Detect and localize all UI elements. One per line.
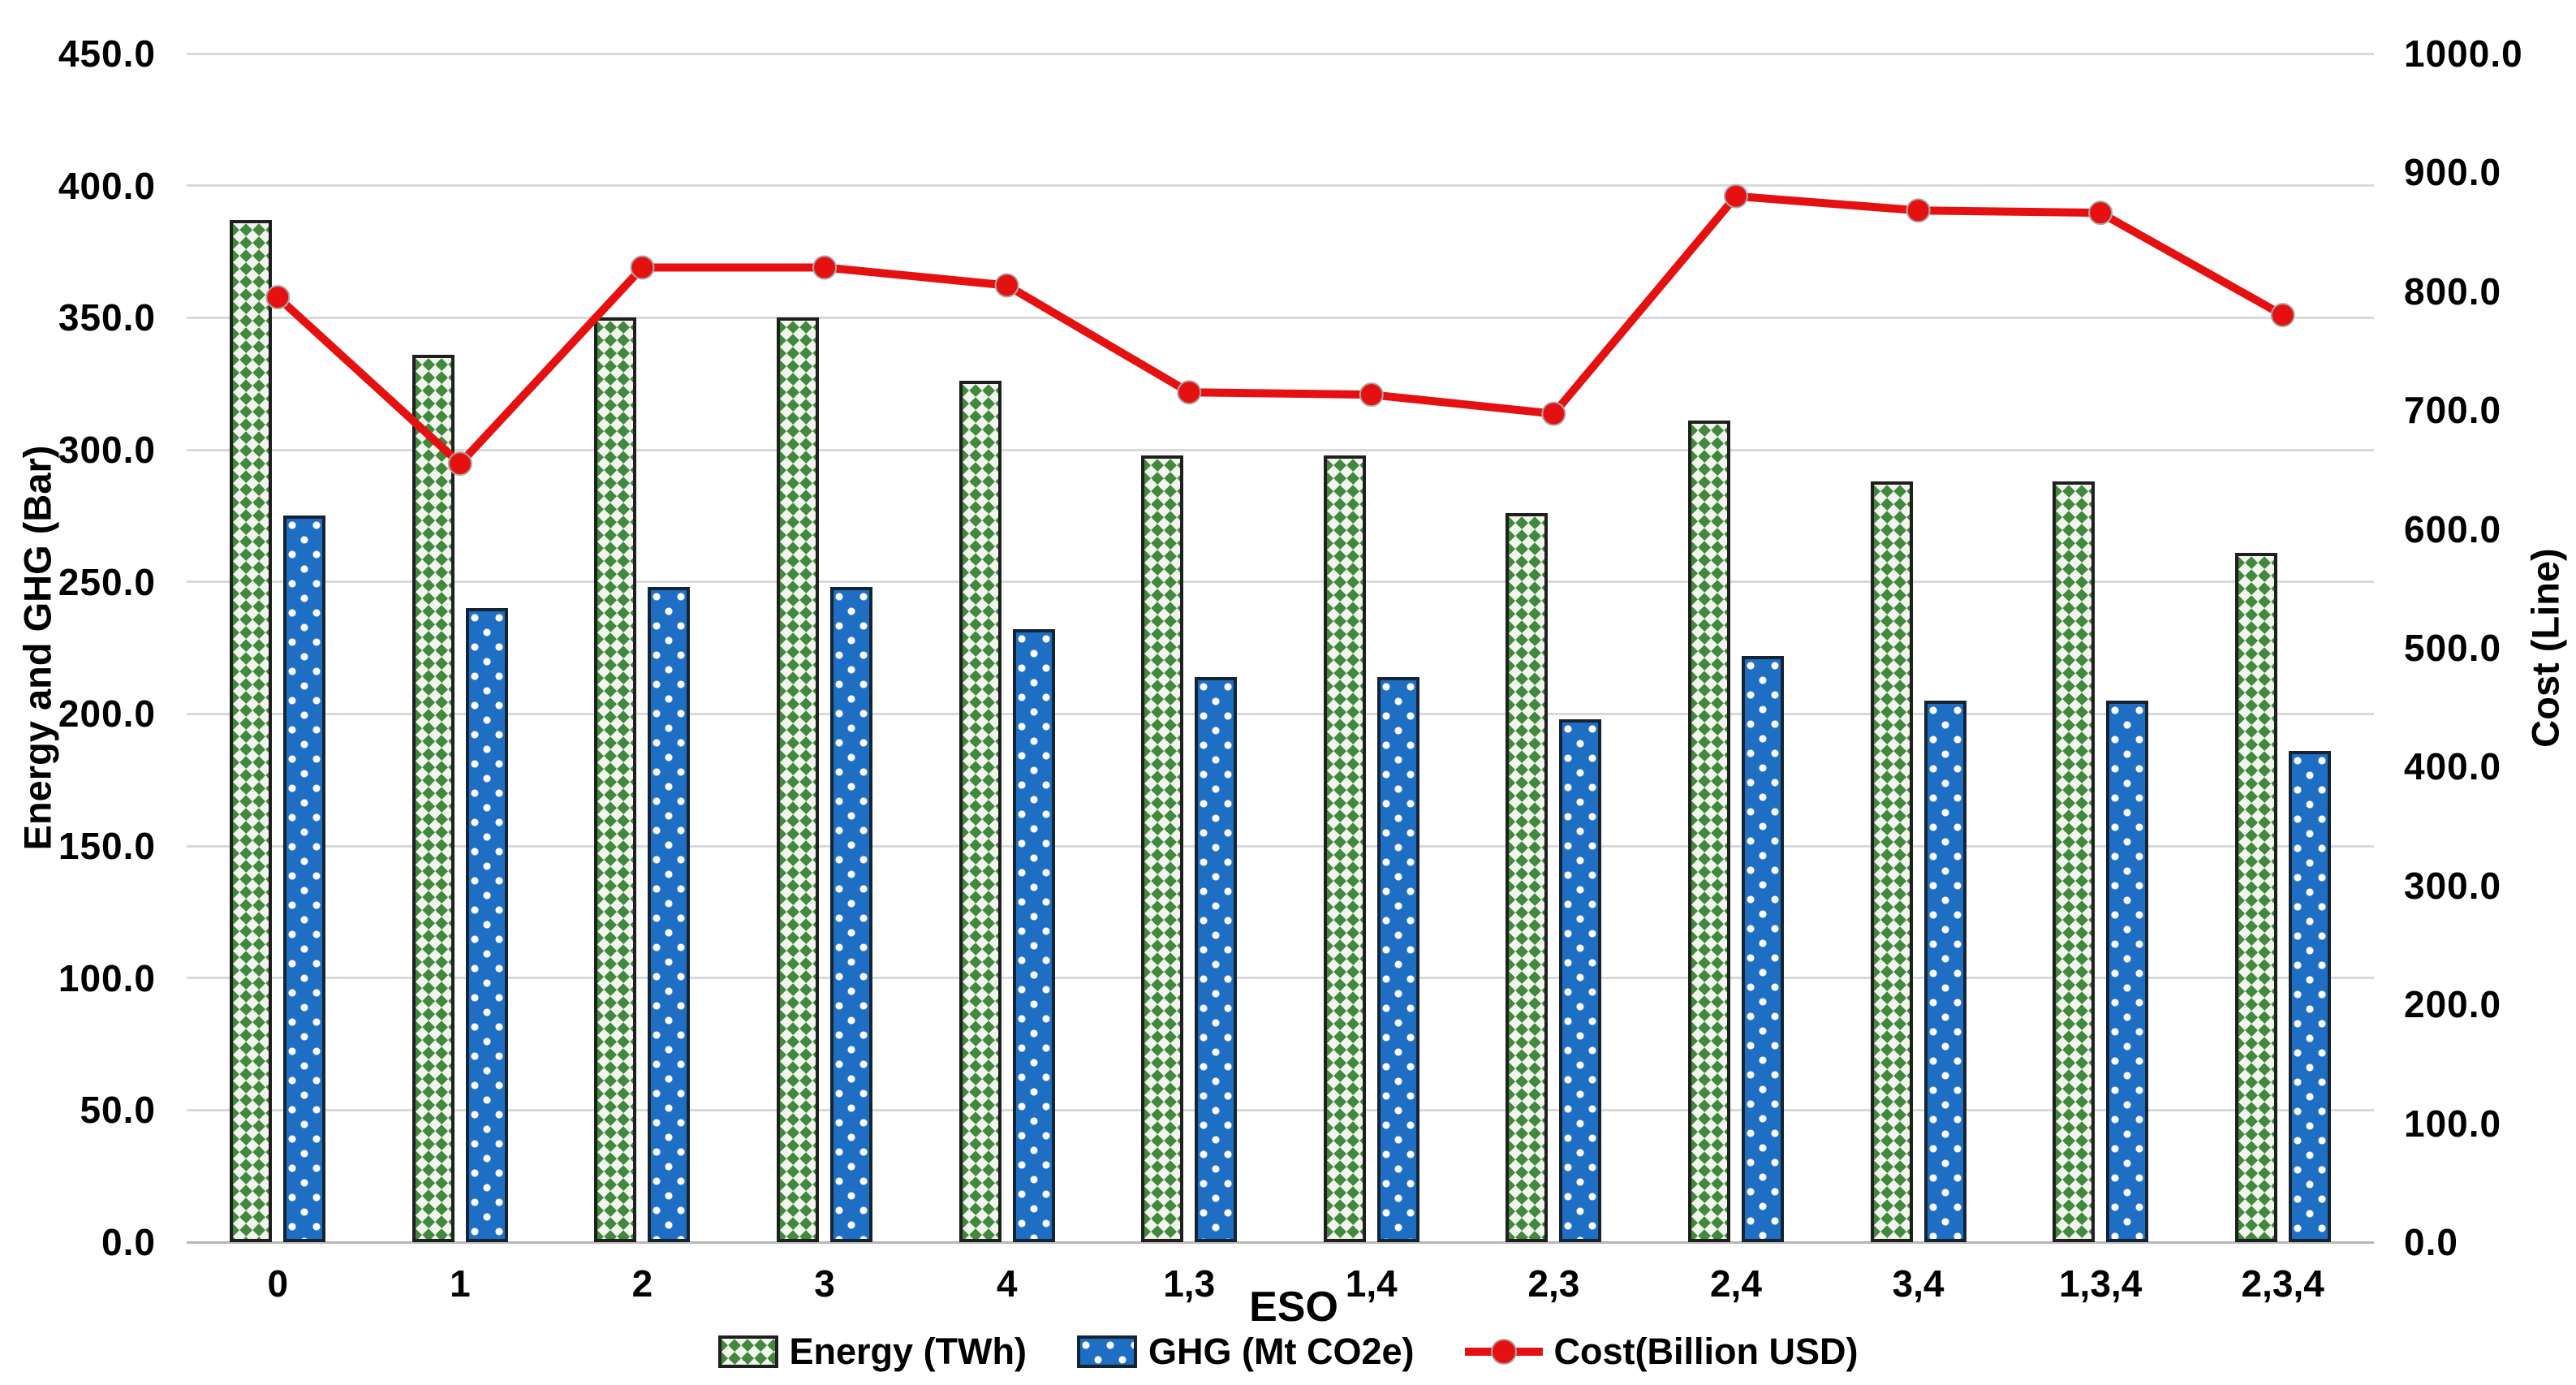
ghg-bar bbox=[2106, 701, 2149, 1242]
x-axis-tick-label: 0 bbox=[267, 1262, 289, 1305]
ghg-bar bbox=[830, 587, 873, 1242]
ghg-bar bbox=[1195, 676, 1238, 1242]
legend-item-cost: Cost(Billion USD) bbox=[1464, 1331, 1859, 1373]
cost-line-sample-icon bbox=[1464, 1339, 1543, 1365]
left-axis-tick-label: 450.0 bbox=[58, 32, 156, 75]
ghg-bar bbox=[1376, 676, 1419, 1242]
gridline bbox=[187, 580, 2374, 584]
right-axis-tick-label: 1000.0 bbox=[2404, 32, 2523, 75]
ghg-bar bbox=[1559, 718, 1602, 1242]
x-axis-tick-label: 1,3,4 bbox=[2058, 1262, 2143, 1305]
right-axis-title: Cost (Line) bbox=[2523, 548, 2567, 748]
gridline bbox=[187, 448, 2374, 451]
x-axis-tick-label: 3 bbox=[814, 1262, 835, 1305]
cost-marker bbox=[1177, 380, 1202, 405]
ghg-bar bbox=[648, 587, 691, 1242]
left-axis-tick-label: 200.0 bbox=[58, 692, 156, 736]
cost-marker bbox=[1723, 183, 1748, 209]
gridline bbox=[187, 52, 2374, 55]
legend-label-cost: Cost(Billion USD) bbox=[1553, 1331, 1859, 1372]
right-axis-tick-label: 800.0 bbox=[2404, 270, 2502, 313]
ghg-bar bbox=[1012, 629, 1055, 1242]
energy-bar bbox=[594, 317, 637, 1242]
cost-marker bbox=[2088, 201, 2113, 226]
right-axis-tick-label: 0.0 bbox=[2404, 1221, 2458, 1263]
energy-swatch-icon bbox=[717, 1335, 778, 1368]
energy-bar bbox=[1323, 455, 1366, 1242]
gridline bbox=[187, 844, 2374, 848]
ghg-bar bbox=[283, 516, 326, 1242]
right-axis-tick-label: 500.0 bbox=[2404, 627, 2502, 669]
right-axis-tick-label: 200.0 bbox=[2404, 983, 2502, 1026]
right-axis-tick-label: 400.0 bbox=[2404, 745, 2502, 788]
left-axis-tick-label: 300.0 bbox=[58, 429, 156, 471]
ghg-bar bbox=[465, 608, 508, 1242]
cost-line bbox=[274, 192, 2285, 468]
right-axis-tick-label: 700.0 bbox=[2404, 389, 2502, 432]
energy-bar bbox=[230, 219, 273, 1242]
cost-marker bbox=[1359, 382, 1384, 408]
energy-bar bbox=[2053, 481, 2096, 1242]
cost-marker bbox=[1906, 198, 1931, 223]
cost-marker bbox=[812, 255, 838, 280]
ghg-bar bbox=[2288, 750, 2331, 1242]
x-axis-tick-label: 4 bbox=[996, 1262, 1018, 1305]
left-axis-tick-label: 50.0 bbox=[80, 1089, 156, 1132]
energy-bar bbox=[1870, 481, 1913, 1242]
x-axis-tick-label: 1,3 bbox=[1163, 1262, 1216, 1305]
legend-label-ghg: GHG (Mt CO2e) bbox=[1148, 1331, 1415, 1372]
left-axis-tick-label: 100.0 bbox=[58, 956, 156, 999]
legend-item-ghg: GHG (Mt CO2e) bbox=[1077, 1331, 1415, 1373]
ghg-bar bbox=[1741, 655, 1784, 1242]
right-axis-tick-label: 100.0 bbox=[2404, 1102, 2502, 1145]
right-axis-tick-label: 900.0 bbox=[2404, 151, 2502, 194]
energy-bar bbox=[2234, 552, 2277, 1242]
energy-bar bbox=[1506, 513, 1549, 1242]
x-axis-line bbox=[187, 1240, 2374, 1244]
gridline bbox=[187, 184, 2374, 188]
x-axis-tick-label: 2,3 bbox=[1527, 1262, 1580, 1305]
x-axis-tick-label: 2,3,4 bbox=[2241, 1262, 2324, 1305]
legend: Energy (TWh) GHG (Mt CO2e) Cost(Billion … bbox=[0, 1323, 2576, 1380]
right-axis-tick-label: 600.0 bbox=[2404, 507, 2502, 550]
left-axis-tick-label: 150.0 bbox=[58, 825, 156, 867]
ghg-bar bbox=[1923, 701, 1966, 1242]
x-axis-tick-label: 2,4 bbox=[1709, 1262, 1762, 1305]
gridline bbox=[187, 977, 2374, 980]
energy-bar bbox=[411, 354, 454, 1242]
cost-marker bbox=[2270, 303, 2295, 328]
left-axis-tick-label: 0.0 bbox=[101, 1221, 156, 1263]
cost-marker bbox=[1541, 401, 1566, 426]
right-axis-tick-label: 300.0 bbox=[2404, 864, 2502, 907]
energy-bar bbox=[1141, 455, 1184, 1242]
energy-bar bbox=[777, 317, 820, 1242]
legend-item-energy: Energy (TWh) bbox=[717, 1331, 1027, 1373]
gridline bbox=[187, 712, 2374, 715]
x-axis-tick-label: 1,4 bbox=[1345, 1262, 1398, 1305]
x-axis-tick-label: 3,4 bbox=[1892, 1262, 1945, 1305]
gridline bbox=[187, 1108, 2374, 1111]
gridline bbox=[187, 316, 2374, 319]
legend-label-energy: Energy (TWh) bbox=[789, 1331, 1027, 1372]
cost-marker bbox=[994, 273, 1019, 298]
x-axis-tick-label: 2 bbox=[631, 1262, 653, 1305]
x-axis-title: ESO bbox=[1249, 1284, 1338, 1331]
left-axis-tick-label: 250.0 bbox=[58, 560, 156, 603]
x-axis-tick-label: 1 bbox=[450, 1262, 471, 1305]
left-axis-tick-label: 400.0 bbox=[58, 164, 156, 207]
left-axis-tick-label: 350.0 bbox=[58, 296, 156, 339]
energy-bar bbox=[1687, 421, 1730, 1242]
ghg-swatch-icon bbox=[1077, 1335, 1137, 1368]
cost-marker bbox=[630, 255, 655, 280]
energy-bar bbox=[958, 381, 1002, 1242]
left-axis-title: Energy and GHG (Bar) bbox=[15, 445, 59, 851]
